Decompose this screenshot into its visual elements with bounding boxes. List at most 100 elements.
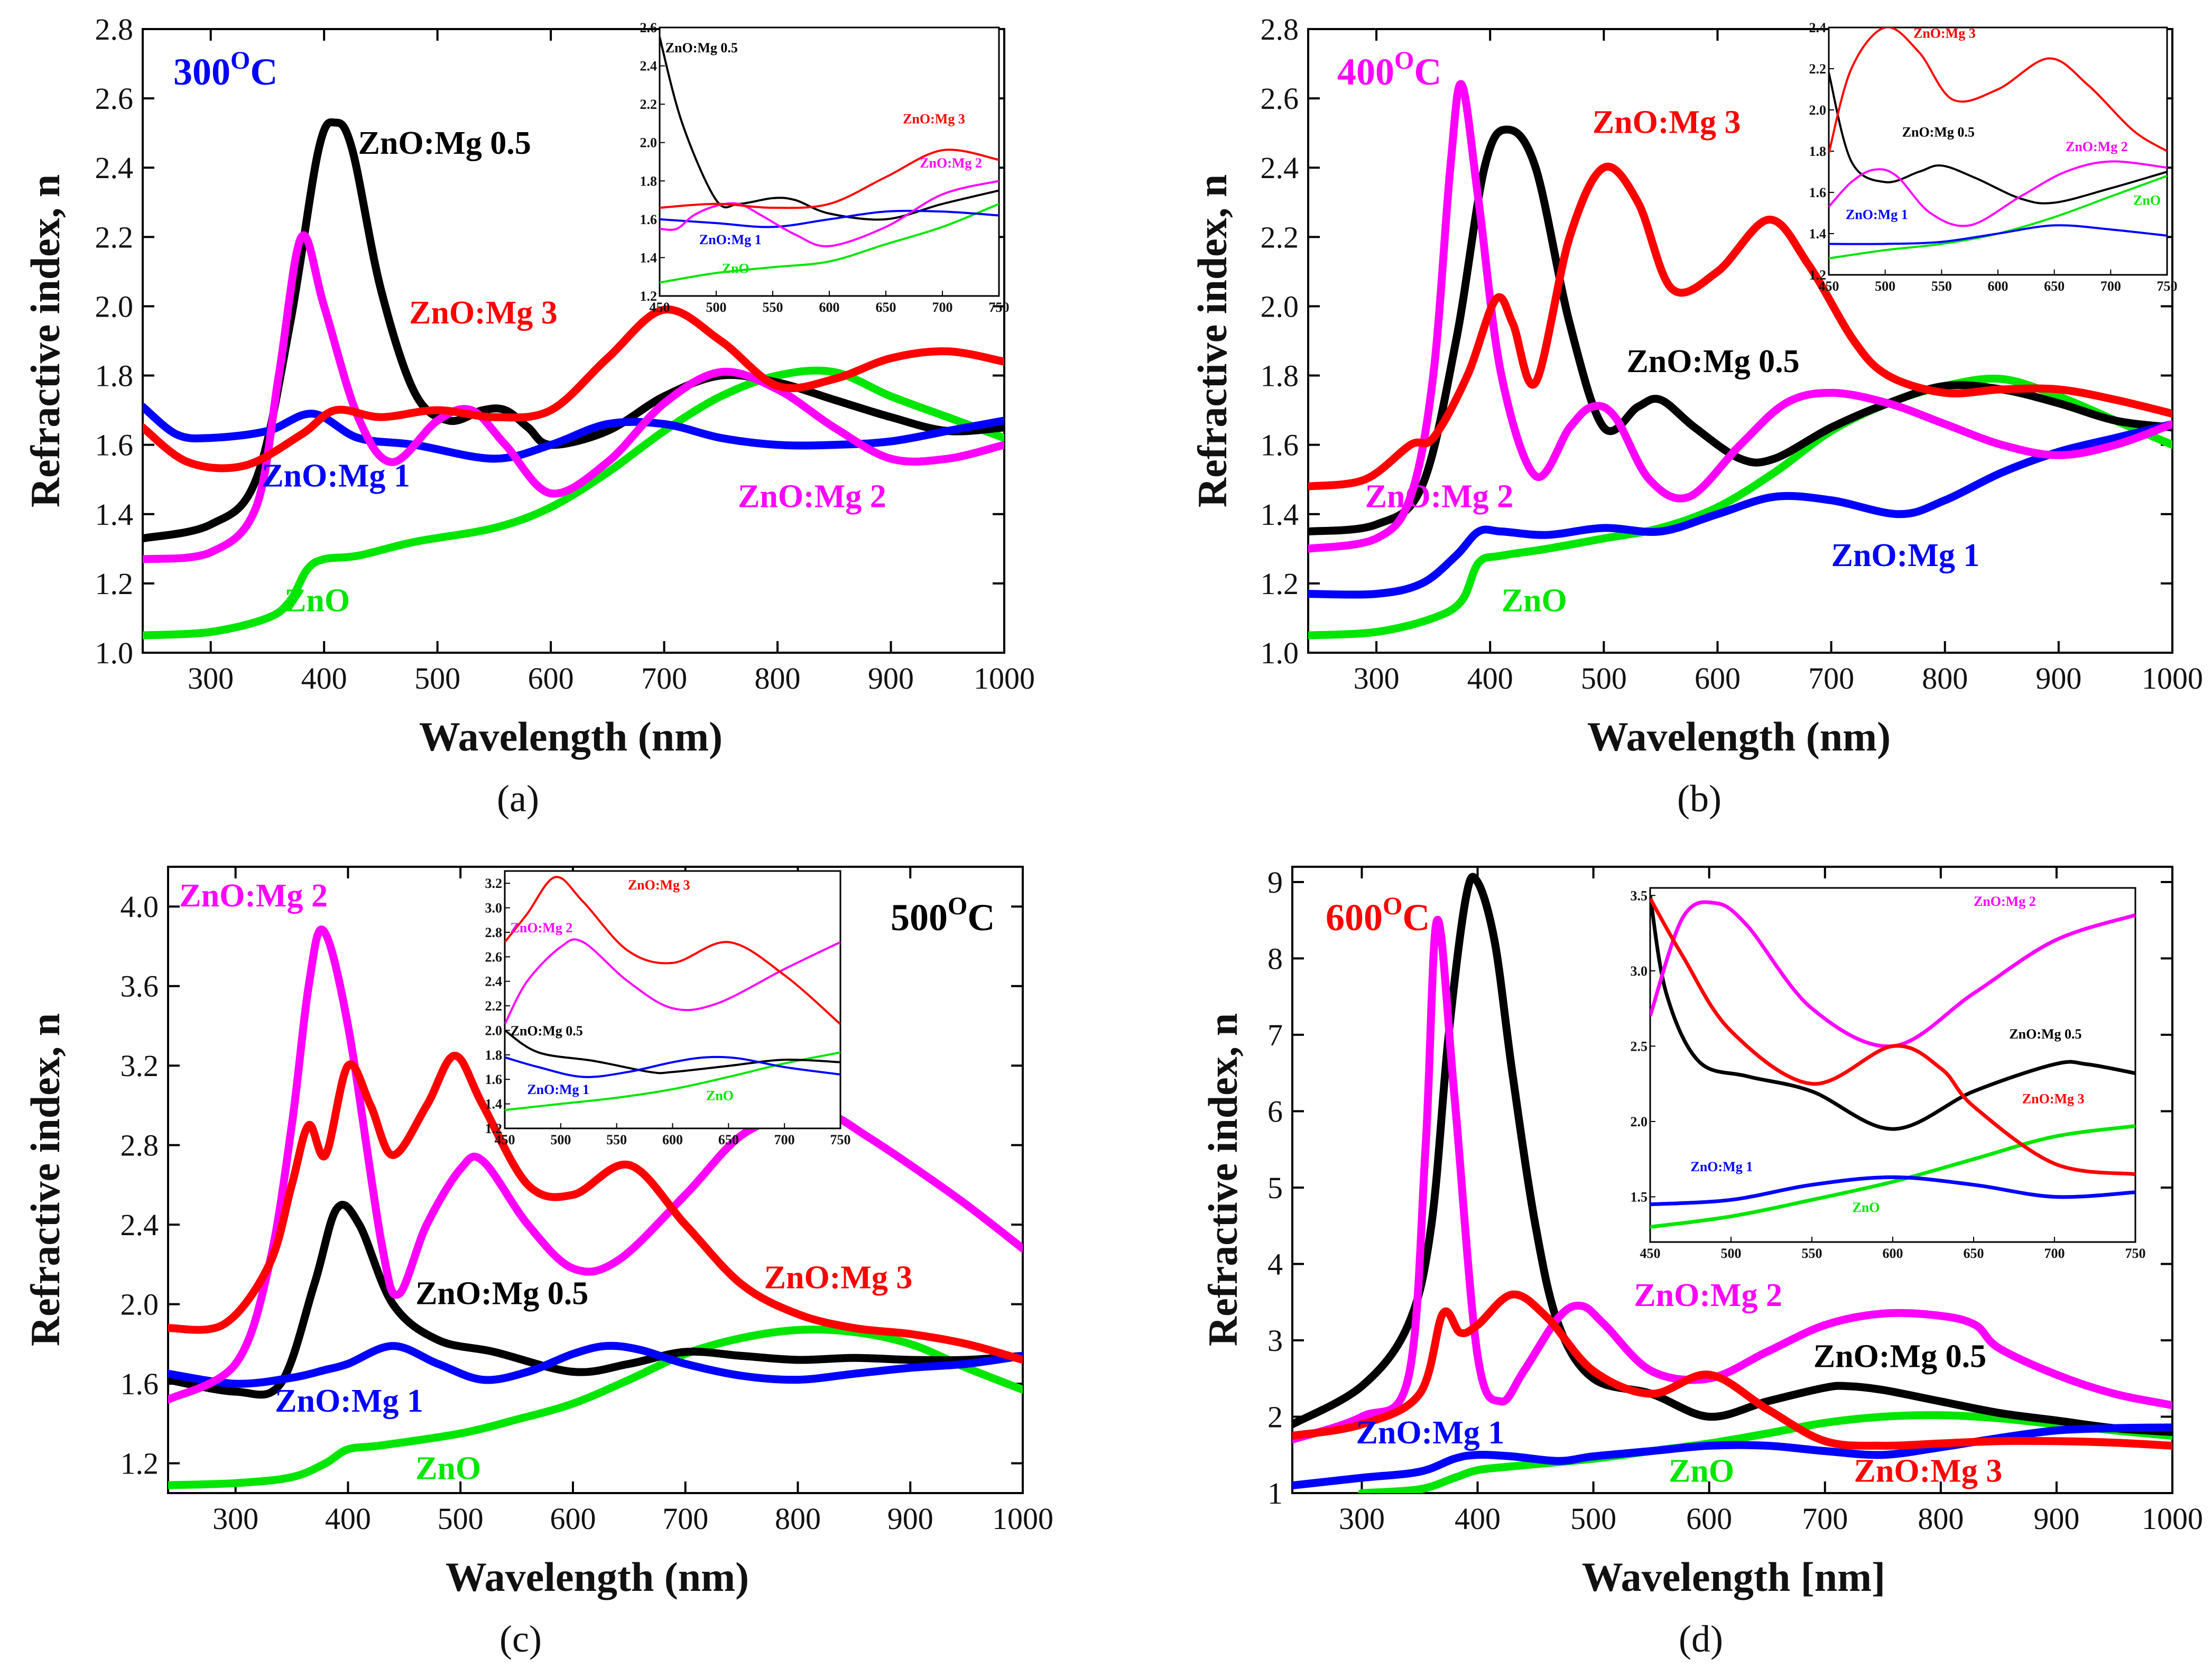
series-label-zno-mg-1: ZnO:Mg 1 [1831, 538, 1980, 573]
x-axis-label: Wavelength (nm) [1587, 714, 1891, 759]
x-tick-label: 1000 [2142, 1502, 2203, 1536]
inset-y-tick-label: 1.4 [485, 1097, 503, 1112]
y-tick-label: 3 [1267, 1323, 1283, 1358]
series-label-zno-mg-0-5: ZnO:Mg 0.5 [415, 1276, 588, 1312]
y-axis-label: Refractive index, n [1200, 1013, 1246, 1346]
inset-y-tick-label: 3.0 [1631, 963, 1648, 979]
inset-x-tick-label: 500 [706, 300, 727, 315]
x-tick-label: 400 [301, 661, 347, 696]
series-line-zno [168, 1326, 1023, 1489]
x-tick-label: 700 [662, 1502, 708, 1536]
x-tick-label: 600 [550, 1502, 596, 1536]
chart-panel-d: 300 400 500 600 700 800 900 1000 1 2 3 4 5 6 7 8 9 Wavele… [1200, 865, 2203, 1660]
chart-panel-c: 300 400 500 600 700 800 900 1000 1.2 1.6 2.0 2.4 2.8… [22, 866, 1053, 1660]
inset-series-label-zno-mg-3: ZnO:Mg 3 [2022, 1091, 2085, 1107]
inset-x-tick-label: 600 [662, 1132, 683, 1147]
inset-x-tick-label: 650 [876, 300, 896, 315]
y-tick-label: 3.6 [121, 969, 159, 1004]
subplot-label: (b) [1677, 777, 1722, 820]
x-tick-label: 400 [1455, 1502, 1501, 1536]
inset-series-label-zno: ZnO [706, 1088, 734, 1104]
x-tick-label: 400 [325, 1502, 371, 1536]
inset-x-tick-label: 450 [1640, 1246, 1661, 1261]
y-axis-label: Refractive index, n [22, 1013, 68, 1346]
x-tick-label: 500 [1581, 661, 1627, 696]
series-label-zno-mg-2: ZnO:Mg 2 [179, 878, 328, 914]
plot-frame [142, 28, 1005, 654]
inset-y-tick-label: 2.5 [1631, 1039, 1648, 1054]
inset-x-tick-label: 550 [763, 300, 783, 315]
plot-frame [1291, 866, 2173, 1494]
inset-chart: 450 500 550 600 650 700 750 1.2 1.4 1.6 1.8 2.0 2.2 2… [1809, 20, 2178, 294]
y-tick-label: 9 [1267, 865, 1283, 900]
inset-series-label-zno-mg-1: ZnO:Mg 1 [527, 1082, 589, 1097]
inset-frame [1649, 887, 2136, 1243]
series-line-zno [1357, 1411, 2172, 1493]
y-tick-label: 2.8 [121, 1128, 159, 1163]
x-tick-label: 700 [1808, 661, 1854, 696]
inset-y-tick-label: 2.4 [640, 59, 658, 74]
series-line-zno-mg-0-5 [168, 1201, 1023, 1399]
inset-series-line-zno [505, 1051, 840, 1111]
inset-y-tick-label: 1.4 [640, 250, 658, 265]
inset-series-line-zno [1650, 1124, 2135, 1229]
series-label-zno-mg-1: ZnO:Mg 1 [275, 1383, 423, 1419]
inset-series-label-zno-mg-2: ZnO:Mg 2 [511, 920, 573, 935]
series-line-zno-mg-3 [143, 305, 1004, 472]
subplot-label: (d) [1679, 1618, 1723, 1660]
inset-series-label-zno: ZnO [1853, 1200, 1880, 1215]
inset-x-tick-label: 700 [774, 1132, 795, 1147]
series-line-zno-mg-3 [1292, 1290, 2172, 1450]
y-tick-label: 6 [1267, 1094, 1283, 1128]
x-tick-label: 800 [1922, 661, 1968, 696]
series-line-zno-mg-1 [1292, 1423, 2172, 1489]
y-axis-label: Refractive index, n [22, 174, 68, 507]
x-tick-label: 900 [2033, 1502, 2079, 1536]
inset-x-tick-label: 500 [1721, 1246, 1742, 1261]
inset-series-label-zno-mg-1: ZnO:Mg 1 [1691, 1159, 1753, 1174]
x-tick-label: 800 [755, 661, 801, 696]
y-tick-label: 1.8 [1261, 359, 1299, 393]
x-tick-label: 600 [1695, 661, 1741, 696]
inset-series-line-zno-mg-2 [1829, 160, 2167, 227]
series-label-zno-mg-3: ZnO:Mg 3 [409, 295, 558, 331]
x-tick-label: 300 [188, 661, 234, 696]
inset-x-tick-label: 500 [1875, 279, 1895, 294]
y-tick-label: 2.6 [95, 81, 134, 116]
series-label-zno-mg-2: ZnO:Mg 2 [738, 479, 886, 515]
series-line-zno-mg-0-5 [1292, 873, 2172, 1436]
inset-series-label-zno-mg-3: ZnO:Mg 3 [903, 111, 965, 126]
x-tick-label: 900 [2035, 661, 2081, 696]
chart-panel-b: 300 400 500 600 700 800 900 1000 1.0 1.2 1.4 1.6 1.8… [1189, 12, 2203, 820]
inset-x-tick-label: 650 [2044, 279, 2065, 294]
x-tick-label: 700 [641, 661, 687, 696]
inset-series-line-zno-mg-0-5 [1829, 72, 2167, 205]
inset-x-tick-label: 750 [989, 300, 1010, 315]
series-label-zno-mg-1: ZnO:Mg 1 [1356, 1415, 1504, 1451]
inset-chart: 450 500 550 600 650 700 750 1.2 1.4 1.6 1.8 2.0 2.2 2… [640, 20, 1010, 315]
inset-x-tick-label: 550 [606, 1132, 627, 1147]
inset-x-tick-label: 450 [1819, 279, 1839, 294]
inset-y-tick-label: 2.0 [485, 1023, 503, 1038]
temperature-label: 600OC [1326, 892, 1430, 939]
inset-series-line-zno-mg-2 [1650, 900, 2135, 1049]
inset-y-tick-label: 2.2 [640, 97, 658, 112]
inset-y-tick-label: 1.2 [1809, 267, 1827, 283]
series-label-zno-mg-2: ZnO:Mg 2 [1365, 479, 1514, 515]
inset-y-tick-label: 2.0 [1809, 103, 1827, 118]
inset-series-line-zno-mg-1 [660, 209, 999, 228]
inset-series-label-zno-mg-0-5: ZnO:Mg 0.5 [665, 40, 738, 55]
inset-x-tick-label: 700 [2100, 279, 2121, 294]
inset-series-line-zno-mg-2 [505, 938, 840, 1025]
inset-series-label-zno-mg-1: ZnO:Mg 1 [699, 232, 762, 247]
inset-x-tick-label: 650 [718, 1132, 739, 1147]
y-tick-label: 4 [1267, 1247, 1283, 1281]
y-tick-label: 2 [1267, 1400, 1283, 1434]
inset-x-tick-label: 600 [1883, 1246, 1903, 1261]
y-tick-label: 2.4 [121, 1208, 159, 1242]
inset-series-line-zno-mg-0-5 [505, 1029, 840, 1074]
series-label-zno-mg-0-5: ZnO:Mg 0.5 [358, 125, 531, 161]
inset-x-tick-label: 500 [550, 1132, 571, 1147]
y-tick-label: 1.6 [121, 1367, 159, 1401]
y-tick-label: 2.6 [1261, 81, 1299, 116]
